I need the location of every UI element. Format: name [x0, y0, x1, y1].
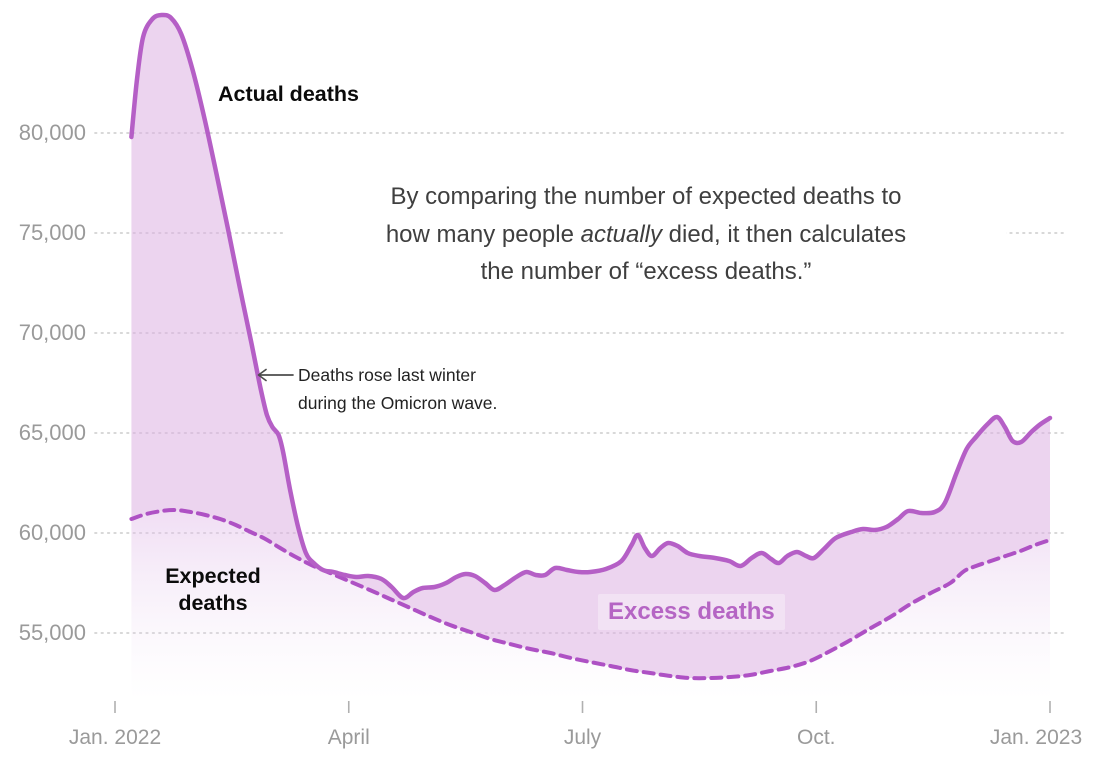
explainer-line-1: By comparing the number of expected deat…: [390, 183, 902, 210]
x-axis-label: Jan. 2023: [989, 726, 1083, 749]
y-axis-label: 60,000: [18, 520, 86, 545]
y-axis-label: 75,000: [18, 220, 86, 245]
y-axis-label: 80,000: [18, 120, 86, 145]
x-axis-label: April: [327, 726, 370, 749]
annotation-omicron: Deaths rose last winter during the Omicr…: [298, 362, 497, 417]
y-axis-label: 65,000: [18, 420, 86, 445]
left-arrow-icon: [257, 368, 294, 382]
x-axis-label: July: [563, 726, 602, 749]
x-axis-label: Jan. 2022: [68, 726, 162, 749]
excess-deaths-label: Excess deaths: [598, 594, 785, 630]
expected-deaths-line: [129, 507, 1052, 681]
explainer-line-3: the number of “excess deaths.”: [480, 258, 812, 285]
y-axis-label: 55,000: [18, 620, 86, 645]
annotation-line-1: Deaths rose last winter: [298, 365, 476, 385]
explainer-line-2: how many people actually died, it then c…: [385, 220, 907, 248]
annotation-line-2: during the Omicron wave.: [298, 392, 498, 413]
explainer-text: By comparing the number of expected deat…: [286, 178, 1006, 291]
y-axis-label: 70,000: [18, 320, 86, 345]
expected-area-fade: [131, 509, 1050, 700]
expected-deaths-label: Expected deaths: [165, 564, 261, 615]
actual-deaths-label: Actual deaths: [218, 82, 359, 106]
x-axis-ticks: [114, 701, 1051, 713]
x-axis-label: Oct.: [796, 726, 836, 749]
actual-deaths-line: [129, 12, 1053, 601]
